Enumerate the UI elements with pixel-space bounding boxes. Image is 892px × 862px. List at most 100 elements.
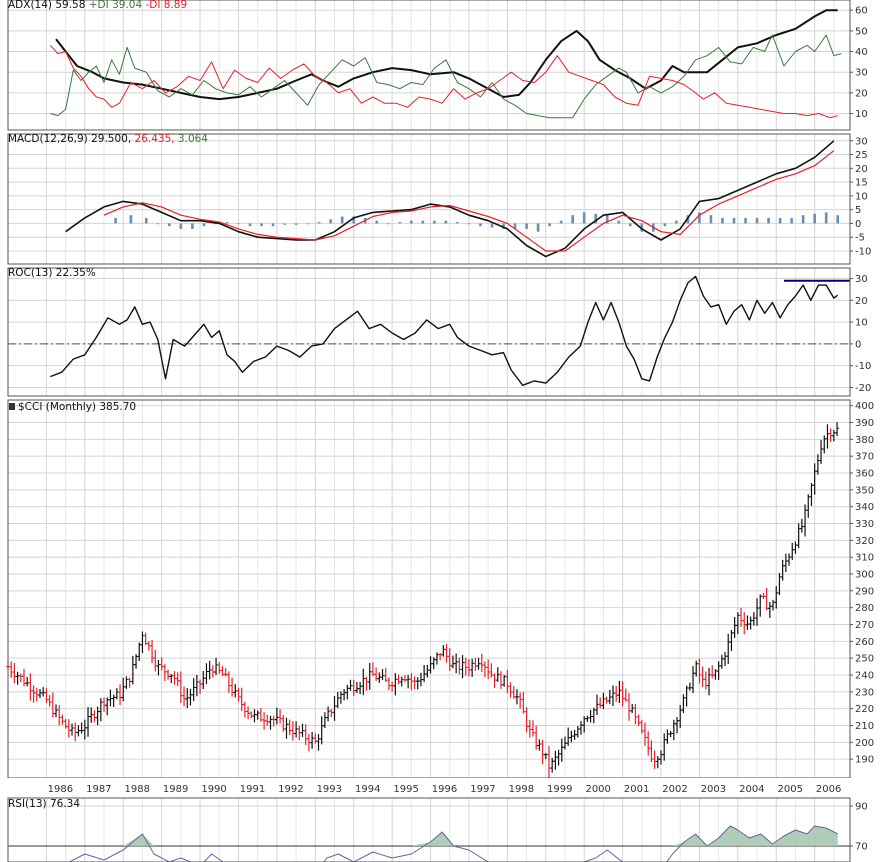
panel-border [7,133,851,265]
macd-histogram-bar [191,223,194,229]
macd-histogram-bar [548,223,551,227]
y-tick-label: 340 [855,502,874,513]
macd-histogram-bar [410,220,413,224]
price-panel: 190 200 210 220 230 240 250 260 270 280 290 300 310 3… [6,399,874,779]
series--di [50,34,842,119]
series-macd [65,140,835,258]
x-tick-label: 1998 [509,784,534,795]
y-tick-label: 0 [855,339,861,350]
macd-histogram-bar [755,217,759,224]
macd-histogram-bar [594,213,598,224]
x-tick-label: 1994 [355,784,380,795]
roc-title: ROC(13) 22.35% [8,267,96,279]
macd-histogram-bar [386,223,390,225]
macd-histogram-bar [640,223,644,232]
macd-histogram-bar [582,212,586,224]
y-tick-label: -10 [855,246,871,257]
macd-histogram-bar [329,219,332,224]
x-tick-label: 2004 [739,784,764,795]
x-tick-label: 1997 [470,784,495,795]
x-tick-label: 1988 [125,784,150,795]
y-tick-label: 300 [855,570,874,581]
y-tick-label: 360 [855,469,874,480]
adx-title: ADX(14) 59.58 +DI 39.04 -DI 8.89 [8,0,187,11]
title-part: $CCI (Monthly) 385.70 [18,401,136,413]
x-axis: 1986 1987 1988 1989 1990 1991 1992 1993 1994 1995… [0,778,892,798]
y-tick-label: 400 [855,401,874,412]
panel-border [7,797,851,862]
macd-histogram-bar [306,223,309,225]
macd-histogram-bar [490,223,494,228]
y-tick-label: 190 [855,755,874,766]
price-title: $CCI (Monthly) 385.70 [18,401,136,413]
macd-histogram-bar [571,215,574,224]
x-tick-label: 1999 [547,784,572,795]
title-part: 3.064 [175,133,209,145]
macd-histogram-bar [144,217,148,224]
y-tick-label: 40 [855,47,868,58]
x-tick-label: 1989 [163,784,188,795]
macd-histogram-bar [271,223,275,227]
series-adx-14- [55,9,838,101]
y-tick-label: 30 [855,274,868,285]
y-tick-label: 10 [855,318,868,329]
macd-histogram-bar [179,223,183,229]
y-tick-label: 260 [855,637,874,648]
y-tick-label: 290 [855,586,874,597]
y-tick-label: 370 [855,452,874,463]
y-tick-label: 5 [855,205,861,216]
macd-histogram-bar [375,220,379,224]
macd-histogram-bar [237,223,240,225]
macd-histogram-bar [467,223,471,225]
y-tick-label: -20 [855,383,871,394]
macd-histogram-bar [225,222,229,224]
macd-histogram-bar [156,223,160,225]
y-tick-label: 350 [855,485,874,496]
macd-histogram-bar [675,220,678,224]
y-tick-label: 280 [855,603,874,614]
panel-background [8,798,850,862]
macd-histogram-bar [114,217,117,224]
y-tick-label: 90 [855,802,868,813]
x-tick-label: 2002 [662,784,687,795]
macd-histogram-bar [202,223,206,227]
macd-title: MACD(12,26,9) 29.500, 26.435, 3.064 [8,133,208,145]
x-tick-label: 1995 [393,784,418,795]
y-tick-label: 200 [855,738,874,749]
series-rsi-13- [67,825,838,862]
y-tick-label: 25 [855,150,868,161]
roc-panel: -20 -10 0 10 20 30 [7,267,871,397]
macd-histogram-bar [778,217,782,224]
y-tick-label: 0 [855,219,861,230]
x-tick-label: 1987 [86,784,111,795]
x-tick-label: 1996 [432,784,457,795]
macd-histogram-bar [628,223,632,227]
panel-background [8,134,850,264]
macd-histogram-bar [317,222,321,224]
macd-histogram-bar [813,213,816,224]
panel-border [7,267,851,397]
macd-histogram-bar [790,217,793,224]
x-tick-label: 1993 [317,784,342,795]
y-tick-label: 30 [855,136,868,147]
x-tick-label: 2006 [816,784,841,795]
y-tick-label: -10 [855,361,871,372]
macd-histogram-bar [732,217,736,224]
y-tick-label: -5 [855,233,865,244]
y-tick-label: 15 [855,178,868,189]
x-axis-background [0,778,892,798]
title-part: 26.435, [131,133,174,145]
macd-histogram-bar [617,220,621,224]
macd-histogram-bar [168,223,171,227]
x-tick-label: 2001 [624,784,649,795]
y-tick-label: 330 [855,519,874,530]
title-part: +DI 39.04 [85,0,142,11]
macd-histogram-bar [513,223,517,229]
title-part: ROC(13) 22.35% [8,267,96,279]
macd-histogram-bar [525,223,528,229]
x-tick-label: 2005 [778,784,803,795]
macd-histogram-bar [721,217,724,224]
panel-background [8,400,850,778]
y-tick-label: 380 [855,435,874,446]
